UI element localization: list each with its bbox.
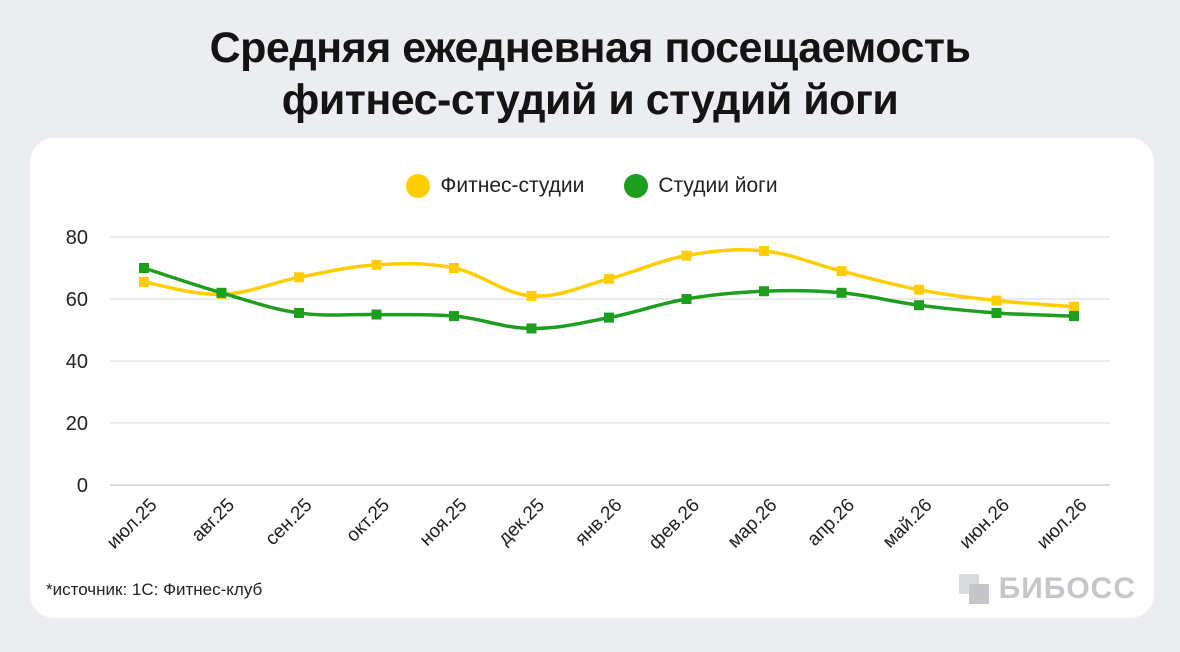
x-tick-label: ноя.25 <box>416 495 472 551</box>
data-point-yoga <box>216 287 227 298</box>
logo-mark-icon <box>958 574 989 604</box>
x-tick-label: июн.26 <box>956 495 1015 554</box>
x-tick-label: мар.26 <box>724 495 782 553</box>
line-chart: 0 20 40 60 80 июл.25 авг.25 сен.25 окт.25 ноя.25 д… <box>66 227 1110 554</box>
data-point-fitness <box>836 266 847 277</box>
x-tick-label: окт.25 <box>342 495 394 547</box>
data-point-fitness <box>449 263 459 273</box>
legend-item-yoga: Студии йоги <box>624 174 778 198</box>
data-point-yoga <box>836 287 847 298</box>
data-point-yoga <box>449 311 459 322</box>
data-point-fitness <box>681 250 692 261</box>
data-point-yoga <box>371 309 382 320</box>
chart-card: Фитнес-студии Студии йоги 0 20 40 60 80 июл.2… <box>30 138 1154 618</box>
legend: Фитнес-студии Студии йоги <box>30 174 1154 198</box>
legend-item-fitness: Фитнес-студии <box>406 174 584 198</box>
x-tick-label: фев.26 <box>645 495 704 554</box>
data-point-fitness <box>1069 301 1079 312</box>
data-point-yoga <box>1069 311 1079 322</box>
data-point-fitness <box>991 295 1002 306</box>
data-point-yoga <box>604 312 614 323</box>
x-tick-label: авг.25 <box>188 495 239 546</box>
x-tick-label: июл.25 <box>103 495 162 554</box>
data-point-fitness <box>294 272 304 283</box>
legend-yoga-label: Студии йоги <box>658 174 778 197</box>
y-tick-label: 80 <box>66 227 88 249</box>
data-point-fitness <box>139 276 149 287</box>
y-tick-label: 20 <box>66 413 88 435</box>
y-tick-label: 60 <box>66 289 88 311</box>
legend-fitness-label: Фитнес-студии <box>440 174 585 197</box>
logo-text: БИБОСС <box>998 572 1136 605</box>
data-point-yoga <box>759 286 769 297</box>
y-tick-label: 0 <box>77 475 88 497</box>
data-point-fitness <box>759 245 769 256</box>
x-tick-label: июл.26 <box>1033 495 1092 554</box>
chart-title: Средняя ежедневная посещаемость фитнес-с… <box>0 22 1180 126</box>
x-tick-label: дек.25 <box>494 495 549 550</box>
x-tick-label: сен.25 <box>261 495 316 550</box>
x-tick-label: янв.26 <box>571 495 626 550</box>
data-point-yoga <box>139 263 149 273</box>
data-point-yoga <box>294 307 304 318</box>
data-point-yoga <box>526 323 537 334</box>
data-point-yoga <box>914 300 924 311</box>
legend-yoga-marker <box>624 174 649 198</box>
data-point-fitness <box>526 290 537 301</box>
brand-logo: БИБОСС <box>958 572 1136 606</box>
data-point-yoga <box>681 294 692 304</box>
chart-title-line-1: Средняя ежедневная посещаемость <box>209 24 971 72</box>
x-tick-label: апр.26 <box>803 495 859 551</box>
y-tick-label: 40 <box>66 351 88 373</box>
legend-fitness-marker <box>406 174 431 198</box>
data-point-fitness <box>604 273 614 284</box>
data-point-fitness <box>914 284 924 295</box>
data-point-yoga <box>991 307 1002 318</box>
x-tick-label: май.26 <box>879 495 937 553</box>
chart-title-line-2: фитнес-студий и студий йоги <box>281 76 899 124</box>
source-note: *источник: 1С: Фитнес-клуб <box>46 580 263 599</box>
data-point-fitness <box>371 259 382 270</box>
